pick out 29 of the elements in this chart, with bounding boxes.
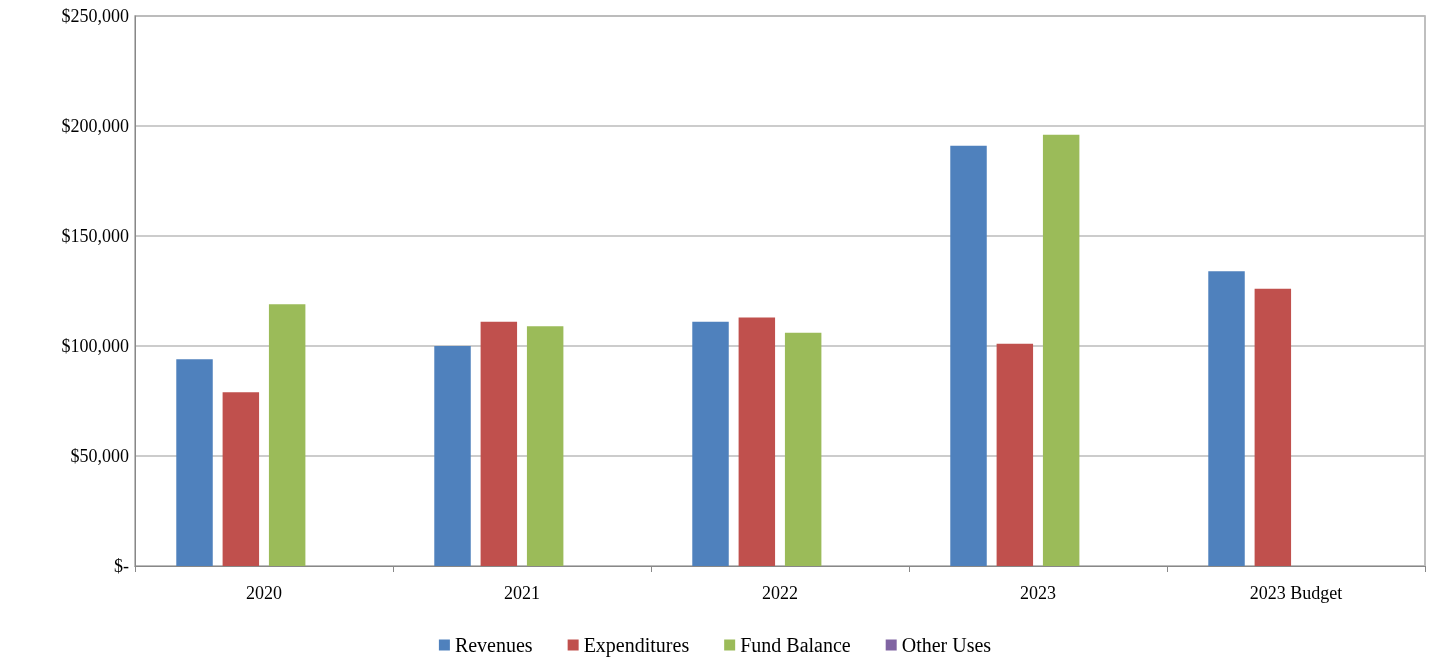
- bar: [434, 346, 471, 566]
- y-tick-label: $-: [114, 556, 129, 576]
- x-tick-label: 2023 Budget: [1249, 583, 1343, 603]
- y-tick-label: $150,000: [61, 226, 129, 246]
- bar: [1042, 134, 1080, 566]
- y-tick-label: $200,000: [61, 116, 129, 136]
- legend-label: Fund Balance: [740, 634, 851, 656]
- y-tick-label: $250,000: [61, 6, 129, 26]
- bar: [784, 332, 822, 566]
- bar: [950, 145, 987, 566]
- x-tick-label: 2022: [762, 583, 798, 603]
- x-tick-label: 2023: [1020, 583, 1056, 603]
- legend-label: Revenues: [454, 634, 533, 656]
- legend-label: Expenditures: [583, 634, 690, 657]
- bar: [738, 317, 776, 566]
- bar: [526, 326, 564, 566]
- bar: [692, 321, 729, 566]
- y-tick-label: $100,000: [61, 336, 129, 356]
- bar: [480, 321, 518, 566]
- bar: [222, 392, 260, 566]
- y-tick-label: $50,000: [70, 446, 129, 466]
- bar: [1254, 288, 1292, 566]
- legend-label: Other Uses: [901, 634, 992, 656]
- bar: [996, 343, 1034, 566]
- x-tick-label: 2021: [504, 583, 540, 603]
- bar: [1208, 271, 1245, 566]
- bar: [176, 359, 213, 566]
- x-tick-label: 2020: [246, 583, 282, 603]
- bar: [268, 304, 306, 566]
